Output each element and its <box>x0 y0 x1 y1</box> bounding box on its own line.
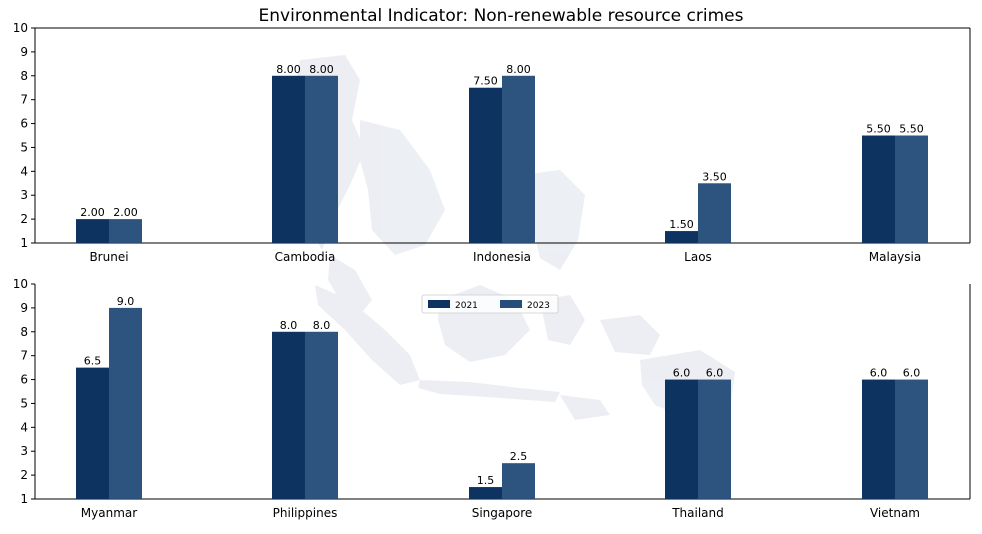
y-tick-label-top: 5 <box>20 140 28 154</box>
data-label-2021: 6.5 <box>84 355 102 368</box>
y-tick-label-bottom: 10 <box>13 277 28 291</box>
data-label-2021: 6.0 <box>673 367 691 380</box>
y-tick-label-bottom: 5 <box>20 396 28 410</box>
y-tick-label-bottom: 6 <box>20 373 28 387</box>
bar-2021 <box>272 75 305 244</box>
data-label-2023: 2.5 <box>510 450 528 463</box>
data-label-2023: 9.0 <box>117 295 135 308</box>
bar-2023 <box>698 183 731 243</box>
x-tick-label: Laos <box>684 250 712 264</box>
bar-2021 <box>272 331 305 499</box>
data-label-2021: 2.00 <box>80 206 105 219</box>
data-label-2023: 5.50 <box>899 123 924 136</box>
x-tick-label: Vietnam <box>870 506 920 520</box>
x-tick-label: Myanmar <box>81 506 137 520</box>
bar-2023 <box>698 379 731 499</box>
legend-swatch-2021 <box>428 300 450 308</box>
data-label-2023: 8.00 <box>506 63 531 76</box>
bars-layer <box>76 75 928 499</box>
data-label-2023: 8.0 <box>313 319 331 332</box>
data-label-2023: 6.0 <box>706 367 724 380</box>
y-tick-label-top: 10 <box>13 21 28 35</box>
data-label-2023: 2.00 <box>113 206 138 219</box>
bar-2023 <box>109 219 142 243</box>
x-tick-label: Cambodia <box>275 250 336 264</box>
bar-2021 <box>76 367 109 499</box>
y-tick-label-top: 6 <box>20 117 28 131</box>
data-label-2023: 3.50 <box>702 170 727 183</box>
legend-swatch-2023 <box>500 300 522 308</box>
bar-2021 <box>76 219 109 243</box>
bar-2023 <box>305 331 338 499</box>
y-tick-label-bottom: 7 <box>20 349 28 363</box>
legend-label-2021: 2021 <box>455 301 478 311</box>
bar-2023 <box>502 463 535 499</box>
y-tick-label-top: 4 <box>20 164 28 178</box>
bar-2021 <box>862 379 895 499</box>
data-label-2021: 7.50 <box>473 75 498 88</box>
data-label-2021: 1.5 <box>477 474 495 487</box>
data-label-2023: 6.0 <box>903 367 921 380</box>
axes-layer: 1 2 3 4 5 6 7 8 9 10 1 2 3 4 5 6 7 8 9 10 <box>13 21 971 506</box>
bar-2021 <box>469 487 502 499</box>
bar-2023 <box>305 75 338 244</box>
legend: 2021 2023 <box>421 294 559 314</box>
legend-box <box>421 294 559 314</box>
bar-2023 <box>109 307 142 499</box>
data-label-2021: 8.00 <box>276 63 301 76</box>
y-tick-label-bottom: 4 <box>20 420 28 434</box>
y-tick-label-top: 9 <box>20 45 28 59</box>
y-tick-label-bottom: 9 <box>20 301 28 315</box>
bar-2023 <box>895 379 928 499</box>
x-tick-label: Malaysia <box>869 250 921 264</box>
y-tick-label-bottom: 8 <box>20 325 28 339</box>
bar-2021 <box>665 231 698 243</box>
x-tick-label: Singapore <box>472 506 533 520</box>
labels-layer: Brunei 2.00 2.00 Cambodia 8.00 8.00 Indonesia 7… <box>80 63 924 520</box>
bar-2023 <box>502 75 535 244</box>
y-tick-label-top: 8 <box>20 69 28 83</box>
x-tick-label: Thailand <box>671 506 724 520</box>
y-tick-label-top: 3 <box>20 188 28 202</box>
bar-2021 <box>665 379 698 499</box>
bar-2021 <box>469 87 502 243</box>
data-label-2021: 6.0 <box>870 367 888 380</box>
y-tick-label-top: 7 <box>20 93 28 107</box>
data-label-2021: 1.50 <box>669 218 694 231</box>
data-label-2021: 5.50 <box>866 123 891 136</box>
data-label-2023: 8.00 <box>309 63 334 76</box>
x-tick-label: Brunei <box>89 250 128 264</box>
x-tick-label: Philippines <box>273 506 338 520</box>
y-tick-label-top: 1 <box>20 236 28 250</box>
data-label-2021: 8.0 <box>280 319 298 332</box>
y-tick-label-top: 2 <box>20 212 28 226</box>
x-tick-label: Indonesia <box>473 250 531 264</box>
y-tick-label-bottom: 3 <box>20 444 28 458</box>
bar-2021 <box>862 135 895 243</box>
y-tick-label-bottom: 2 <box>20 468 28 482</box>
bar-2023 <box>895 135 928 243</box>
legend-label-2023: 2023 <box>527 301 550 311</box>
y-tick-label-bottom: 1 <box>20 492 28 506</box>
chart-title: Environmental Indicator: Non-renewable r… <box>259 6 744 26</box>
